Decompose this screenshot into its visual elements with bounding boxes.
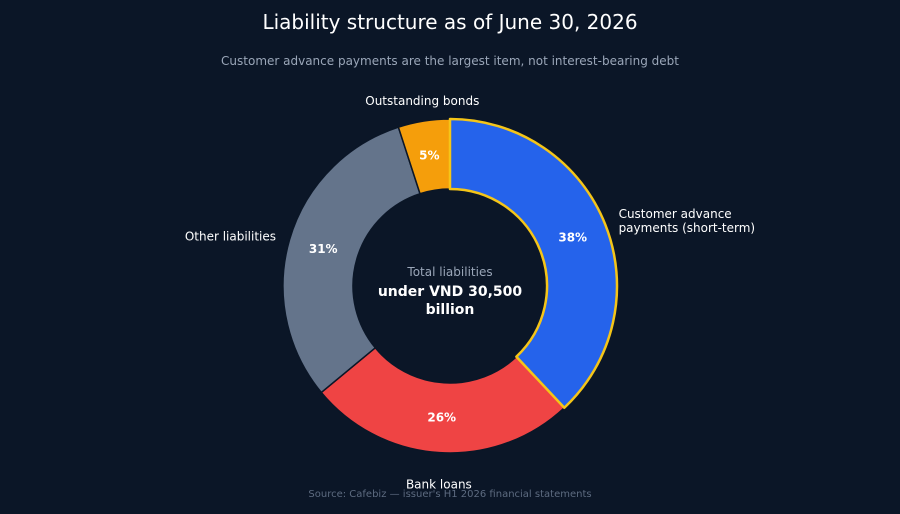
slice-bank-loans xyxy=(320,346,566,454)
slice-label-outstanding-bonds: Outstanding bonds xyxy=(365,94,479,108)
slice-label-other-liabilities: Other liabilities xyxy=(185,230,276,244)
slice-label-line: Bank loans xyxy=(406,478,472,492)
slice-percent-customer-advance-payments-short-term: 38% xyxy=(558,230,587,244)
chart-title: Liability structure as of June 30, 2026 xyxy=(262,10,638,34)
highlight-layer xyxy=(448,117,619,409)
slice-label-bank-loans: Bank loans xyxy=(406,478,472,492)
slice-customer-advance-payments-short-term xyxy=(449,118,618,409)
center-label: Total liabilities xyxy=(406,265,492,279)
slice-percent-bank-loans: 26% xyxy=(427,411,456,425)
center-value-line: under VND 30,500 xyxy=(378,284,523,300)
slice-label-line: Customer advance xyxy=(619,207,732,221)
slice-label-line: Outstanding bonds xyxy=(365,94,479,108)
slice-label-customer-advance-payments-short-term: Customer advance payments (short-term) xyxy=(619,207,756,235)
slice-highlight-outline xyxy=(448,117,619,409)
slice-label-line: Other liabilities xyxy=(185,230,276,244)
slices xyxy=(282,118,618,454)
chart-subtitle: Customer advance payments are the larges… xyxy=(221,54,679,68)
slice-other-liabilities xyxy=(282,126,421,394)
center-value-line: billion xyxy=(426,302,475,318)
slice-label-line: payments (short-term) xyxy=(619,221,756,235)
slice-percent-other-liabilities: 31% xyxy=(309,242,338,256)
chart-source: Source: Cafebiz — issuer's H1 2026 finan… xyxy=(308,489,592,500)
slice-percent-outstanding-bonds: 5% xyxy=(419,149,439,163)
